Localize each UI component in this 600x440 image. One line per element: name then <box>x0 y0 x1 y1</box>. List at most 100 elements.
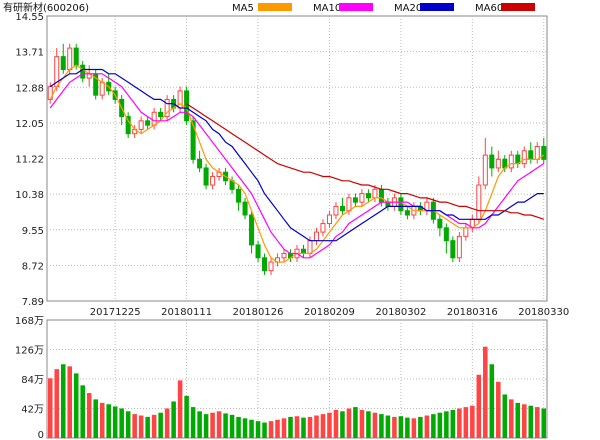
candle <box>404 206 410 220</box>
volume-bar <box>372 412 378 438</box>
price-tick-label: 10.38 <box>15 190 44 201</box>
legend-label-ma20: MA20 <box>394 3 422 14</box>
candle <box>281 249 287 263</box>
volume-bar <box>476 374 482 438</box>
volume-bar <box>320 414 326 438</box>
volume-bar <box>405 417 410 438</box>
volume-bar <box>262 422 267 438</box>
ma-legend: MA5 MA10 MA20 MA60 <box>232 3 535 14</box>
candle <box>236 185 242 211</box>
candle <box>184 86 190 126</box>
date-axis: 20171225 20180111 20180126 20180209 20180302… <box>90 307 569 318</box>
volume-bars <box>47 346 547 438</box>
candle <box>242 197 248 220</box>
volume-bar <box>340 411 345 438</box>
volume-bar <box>515 402 521 438</box>
candle <box>197 150 203 173</box>
volume-bar <box>151 414 157 438</box>
candle <box>398 193 404 215</box>
volume-bar <box>236 416 241 438</box>
volume-bar <box>138 415 144 438</box>
date-tick-label: 20171225 <box>90 307 141 318</box>
candle <box>365 189 371 203</box>
volume-bar <box>281 418 287 438</box>
volume-bar <box>379 414 384 438</box>
legend-swatch-ma10 <box>339 3 373 11</box>
candle <box>262 253 268 275</box>
price-panel: 14.55 13.71 12.88 12.05 11.22 10.38 9.55 8.72 7.… <box>15 12 569 318</box>
volume-bar <box>106 404 111 438</box>
volume-bar <box>502 394 508 438</box>
candle <box>249 210 255 254</box>
volume-bar <box>418 416 423 438</box>
volume-bar <box>177 380 183 438</box>
volume-bar <box>353 407 358 438</box>
volume-bar <box>470 405 475 438</box>
volume-bar <box>203 414 209 438</box>
candle <box>210 172 216 190</box>
volume-tick-label: 126万 <box>15 346 44 357</box>
candle <box>203 163 209 190</box>
line-ma10 <box>49 73 545 259</box>
volume-bar <box>346 408 352 438</box>
price-y-axis: 14.55 13.71 12.88 12.05 11.22 10.38 9.55 8.72 7.… <box>15 12 44 308</box>
candle <box>333 202 339 220</box>
volume-bar <box>132 414 137 438</box>
candle <box>359 189 365 207</box>
candle <box>255 240 261 263</box>
candle <box>326 210 332 228</box>
candle <box>437 214 443 237</box>
volume-bar <box>164 408 170 438</box>
volume-bar <box>444 411 449 438</box>
volume-bar <box>496 381 501 438</box>
volume-bar <box>216 411 222 438</box>
price-tick-label: 14.55 <box>15 12 44 23</box>
volume-bar <box>171 401 176 438</box>
candle <box>268 257 274 275</box>
volume-bar <box>463 407 469 438</box>
volume-bar <box>184 395 189 438</box>
volume-bar <box>223 413 228 438</box>
volume-bar <box>229 414 235 438</box>
candle <box>164 95 170 121</box>
candle <box>80 60 86 83</box>
volume-tick-label: 168万 <box>15 316 44 327</box>
volume-panel: 168万 126万 84万 42万 0 <box>15 316 548 440</box>
volume-bar <box>145 416 150 438</box>
date-tick-label: 20180316 <box>447 307 498 318</box>
legend-label-ma5: MA5 <box>232 3 254 14</box>
date-tick-label: 20180126 <box>233 307 284 318</box>
volume-bar <box>190 407 196 438</box>
moving-averages <box>49 64 545 263</box>
price-tick-label: 12.88 <box>15 83 44 94</box>
candle <box>138 116 144 134</box>
volume-bar <box>307 416 313 438</box>
stock-title: 有研新材(600206) <box>3 1 89 14</box>
volume-tick-label: 0 <box>38 430 44 440</box>
volume-y-axis: 168万 126万 84万 42万 0 <box>15 316 44 440</box>
volume-bar <box>73 373 79 438</box>
candle <box>443 223 449 254</box>
volume-bar <box>268 421 274 438</box>
volume-bar <box>333 409 339 438</box>
volume-bar <box>359 409 365 438</box>
volume-bar <box>47 378 53 438</box>
candle <box>495 150 501 173</box>
volume-bar <box>437 412 443 438</box>
price-tick-label: 9.55 <box>22 226 44 237</box>
legend-swatch-ma60 <box>501 3 535 11</box>
candle <box>125 112 131 138</box>
volume-bar <box>509 399 514 438</box>
candle <box>450 236 456 263</box>
date-tick-label: 20180302 <box>375 307 426 318</box>
volume-grid <box>47 320 547 438</box>
volume-bar <box>60 364 66 438</box>
price-tick-label: 11.22 <box>15 155 44 166</box>
line-ma60 <box>186 103 544 220</box>
volume-bar <box>450 409 456 438</box>
volume-bar <box>385 415 391 438</box>
volume-bar <box>288 416 293 438</box>
date-tick-label: 20180209 <box>304 307 355 318</box>
volume-bar <box>534 407 540 438</box>
